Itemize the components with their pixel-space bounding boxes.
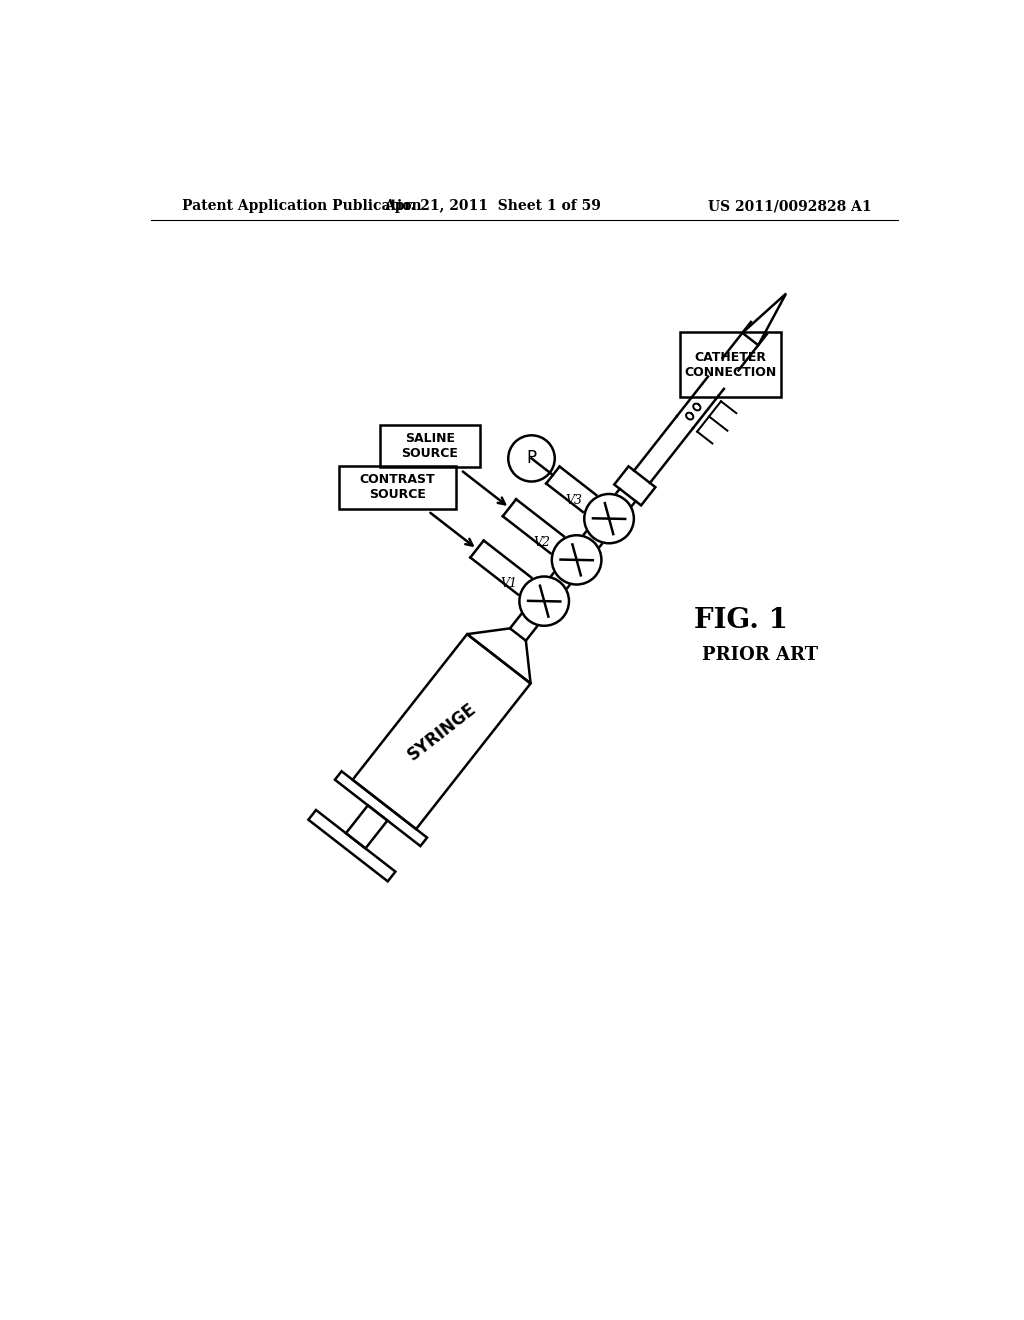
Text: US 2011/0092828 A1: US 2011/0092828 A1 (709, 199, 872, 213)
Text: V3: V3 (565, 494, 583, 507)
Text: V2: V2 (534, 536, 550, 549)
Text: Patent Application Publication: Patent Application Publication (182, 199, 422, 213)
Text: SALINE
SOURCE: SALINE SOURCE (401, 432, 459, 461)
Text: SYRINGE: SYRINGE (403, 700, 479, 764)
Text: CONTRAST
SOURCE: CONTRAST SOURCE (359, 474, 435, 502)
Text: P: P (526, 449, 537, 467)
Text: FIG. 1: FIG. 1 (693, 607, 787, 634)
Text: PRIOR ART: PRIOR ART (701, 645, 817, 664)
Text: CATHETER
CONNECTION: CATHETER CONNECTION (684, 351, 776, 379)
Text: V1: V1 (501, 577, 517, 590)
Text: Apr. 21, 2011  Sheet 1 of 59: Apr. 21, 2011 Sheet 1 of 59 (384, 199, 601, 213)
